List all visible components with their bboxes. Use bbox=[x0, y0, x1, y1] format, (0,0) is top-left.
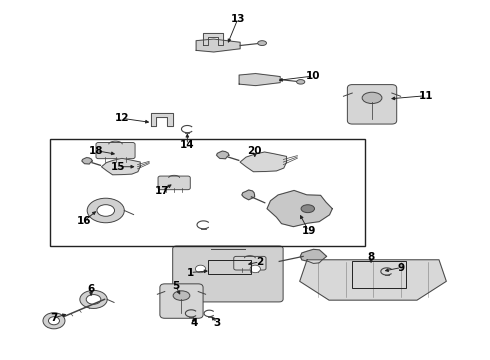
Ellipse shape bbox=[250, 265, 260, 273]
Polygon shape bbox=[240, 152, 287, 172]
FancyBboxPatch shape bbox=[96, 143, 135, 159]
Bar bbox=[208, 260, 251, 274]
Text: 20: 20 bbox=[247, 146, 262, 156]
Text: 15: 15 bbox=[111, 162, 125, 172]
Polygon shape bbox=[151, 113, 173, 126]
FancyBboxPatch shape bbox=[234, 256, 266, 270]
Ellipse shape bbox=[296, 80, 305, 84]
FancyBboxPatch shape bbox=[172, 246, 283, 302]
Text: 3: 3 bbox=[214, 318, 221, 328]
Text: 10: 10 bbox=[306, 71, 320, 81]
Text: 4: 4 bbox=[190, 318, 197, 328]
Ellipse shape bbox=[258, 41, 267, 45]
Bar bbox=[352, 261, 406, 288]
Bar bbox=[49, 139, 365, 246]
Text: 5: 5 bbox=[172, 281, 179, 291]
Polygon shape bbox=[196, 39, 240, 52]
Text: 11: 11 bbox=[418, 91, 433, 101]
Polygon shape bbox=[242, 190, 255, 200]
Text: 14: 14 bbox=[180, 140, 195, 150]
Text: 13: 13 bbox=[230, 14, 245, 24]
Polygon shape bbox=[217, 151, 229, 159]
Text: 12: 12 bbox=[115, 113, 129, 123]
Polygon shape bbox=[101, 158, 140, 175]
Text: 7: 7 bbox=[50, 313, 57, 323]
Polygon shape bbox=[300, 260, 446, 300]
Ellipse shape bbox=[301, 205, 315, 213]
Text: 19: 19 bbox=[301, 226, 316, 236]
Text: 1: 1 bbox=[187, 267, 194, 278]
Text: 18: 18 bbox=[89, 145, 103, 156]
FancyBboxPatch shape bbox=[347, 85, 397, 124]
Polygon shape bbox=[267, 190, 332, 227]
Polygon shape bbox=[239, 73, 280, 86]
Ellipse shape bbox=[173, 291, 190, 300]
Text: 9: 9 bbox=[398, 262, 405, 273]
Ellipse shape bbox=[87, 198, 124, 223]
Polygon shape bbox=[300, 249, 326, 264]
Ellipse shape bbox=[86, 294, 101, 304]
Polygon shape bbox=[82, 158, 92, 164]
Ellipse shape bbox=[196, 265, 206, 273]
Text: 8: 8 bbox=[368, 252, 375, 262]
FancyBboxPatch shape bbox=[158, 176, 190, 190]
Polygon shape bbox=[203, 33, 223, 45]
Ellipse shape bbox=[80, 291, 107, 309]
Text: 6: 6 bbox=[87, 284, 95, 294]
Ellipse shape bbox=[362, 92, 382, 104]
Ellipse shape bbox=[97, 205, 115, 216]
Ellipse shape bbox=[49, 317, 59, 325]
Text: 2: 2 bbox=[256, 257, 263, 267]
Text: 16: 16 bbox=[76, 216, 91, 226]
Ellipse shape bbox=[43, 313, 65, 329]
FancyBboxPatch shape bbox=[160, 284, 203, 318]
Text: 17: 17 bbox=[155, 186, 169, 196]
